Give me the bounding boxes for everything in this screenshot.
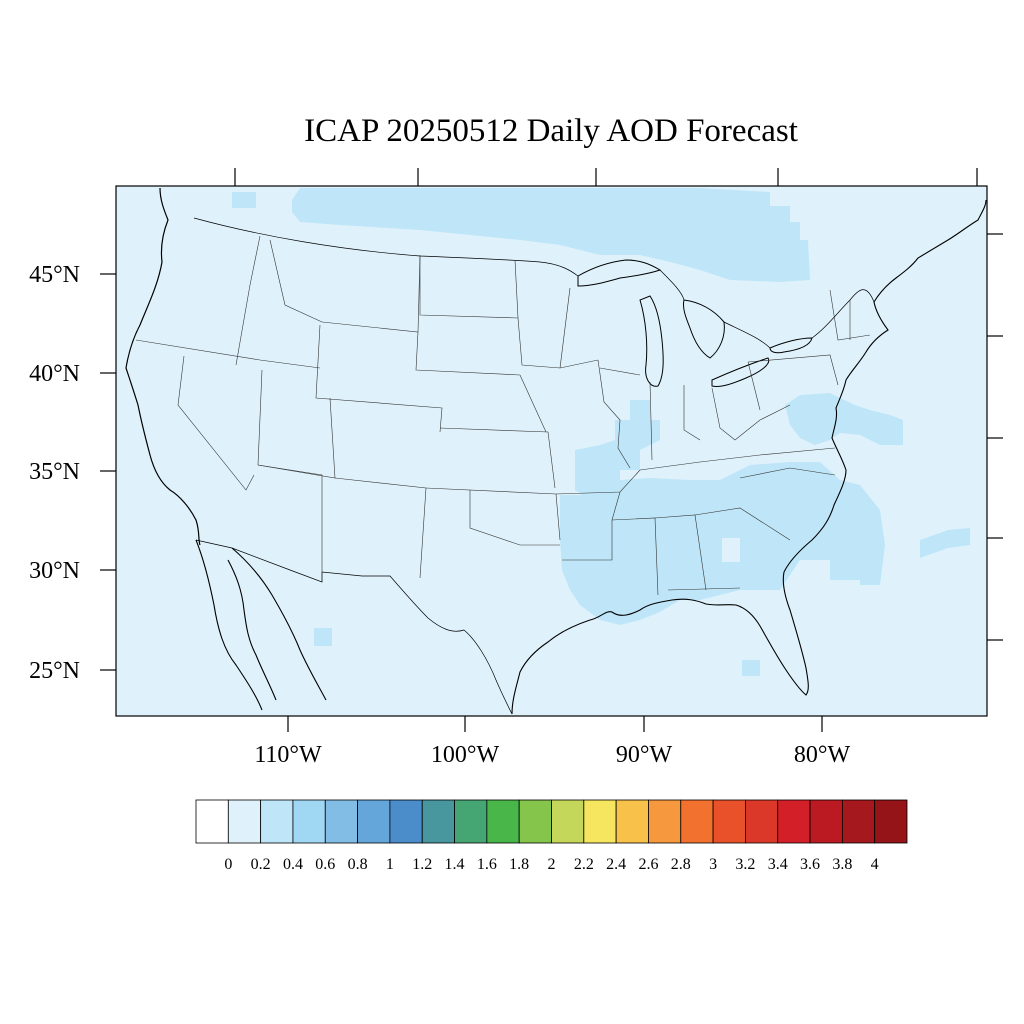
- colorbar-swatch: [260, 799, 294, 844]
- lon-label-110w: 110°W: [254, 742, 322, 768]
- colorbar-tick-label: 0: [224, 856, 232, 873]
- lat-labels: 45°N 40°N 35°N 30°N 25°N: [29, 262, 80, 684]
- colorbar-tick-label: 1.6: [477, 856, 497, 873]
- gulf-coastline: [511, 571, 809, 715]
- mexico-west-coastline: [231, 547, 327, 701]
- colorbar-tick-label: 2.4: [606, 856, 626, 873]
- colorbar-tick-label: 1.4: [445, 856, 465, 873]
- canada-border: [193, 217, 875, 349]
- aod-region-rocky-mtn-patch: [232, 192, 256, 208]
- colorbar-swatch: [454, 799, 488, 844]
- colorbar-swatch: [615, 799, 649, 844]
- map-panel: 45°N 40°N 35°N 30°N 25°N 110°W 100°W 90°…: [29, 168, 1003, 768]
- colorbar-tick-label: 4: [871, 856, 879, 873]
- colorbar-swatch: [195, 799, 229, 844]
- colorbar-tick-label: 3: [709, 856, 717, 873]
- colorbar-swatch: [227, 799, 262, 844]
- baja-coastline: [195, 539, 277, 711]
- pacific-coastline: [125, 187, 201, 546]
- aod-region-mississippi-valley-plume: [575, 400, 660, 500]
- aod-region-cuba-patch: [742, 660, 760, 676]
- colorbar-swatch: [680, 799, 714, 844]
- colorbar-tick-label: 0.2: [251, 856, 271, 873]
- colorbar-tick-label: 3.4: [768, 856, 788, 873]
- colorbar-tick-label: 0.6: [315, 856, 335, 873]
- colorbar-labels: 0 0.2 0.4 0.6 0.8 1 1.2 1.4 1.6 1.8 2 2.2 2.4 2.6 2.8 3…: [224, 856, 878, 873]
- colorbar-swatch: [357, 799, 391, 844]
- aod-region-canada-plume: [292, 188, 810, 282]
- lon-label-90w: 90°W: [616, 742, 673, 768]
- map-background: [116, 186, 987, 716]
- colorbar-tick-label: 1.2: [412, 856, 432, 873]
- colorbar-swatch: [389, 799, 423, 844]
- colorbar-tick-label: 3.8: [832, 856, 852, 873]
- colorbar-swatch: [648, 799, 682, 844]
- colorbar-tick-label: 2.2: [574, 856, 594, 873]
- lat-label-30: 30°N: [29, 558, 80, 584]
- aod-region-mexico-patch: [314, 628, 332, 646]
- colorbar-tick-label: 1: [386, 856, 394, 873]
- boundaries: [125, 187, 987, 715]
- colorbar: 0 0.2 0.4 0.6 0.8 1 1.2 1.4 1.6 1.8 2 2.2 2.4 2.6 2.8 3…: [195, 799, 908, 873]
- lon-label-100w: 100°W: [431, 742, 500, 768]
- colorbar-swatch: [874, 799, 908, 844]
- colorbar-tick-label: 3.6: [800, 856, 820, 873]
- atlantic-coastline: [783, 199, 987, 573]
- lon-labels: 110°W 100°W 90°W 80°W: [254, 742, 850, 768]
- colorbar-swatch: [583, 799, 617, 844]
- colorbar-swatch: [809, 799, 843, 844]
- colorbar-tick-label: 2.8: [671, 856, 691, 873]
- colorbar-swatch: [292, 799, 326, 844]
- colorbar-swatch: [745, 799, 779, 844]
- lat-label-45: 45°N: [29, 262, 80, 288]
- lake-huron: [683, 299, 725, 359]
- colorbar-tick-label: 0.4: [283, 856, 303, 873]
- map-title: ICAP 20250512 Daily AOD Forecast: [304, 113, 798, 149]
- axis-ticks: [100, 168, 1003, 732]
- aod-regions: [232, 188, 970, 676]
- colorbar-swatch: [712, 799, 746, 844]
- colorbar-swatch: [777, 799, 811, 844]
- colorbar-swatch: [421, 799, 455, 844]
- map-frame: [115, 185, 988, 717]
- lat-label-35: 35°N: [29, 459, 80, 485]
- colorbar-swatch: [841, 799, 876, 844]
- colorbar-swatch: [486, 799, 520, 844]
- colorbar-swatch: [551, 799, 585, 844]
- colorbar-tick-label: 1.8: [509, 856, 529, 873]
- colorbar-swatch: [324, 799, 358, 844]
- aod-region-mid-atlantic-plume: [785, 393, 903, 445]
- state-borders: [135, 235, 871, 596]
- lon-label-80w: 80°W: [794, 742, 851, 768]
- colorbar-tick-label: 0.8: [348, 856, 368, 873]
- colorbar-boxes: [195, 799, 908, 844]
- mexico-border: [195, 539, 513, 715]
- colorbar-tick-label: 3.2: [735, 856, 755, 873]
- lake-erie: [711, 357, 770, 387]
- lake-ontario: [769, 337, 813, 354]
- lake-michigan: [639, 295, 664, 387]
- colorbar-tick-label: 2: [548, 856, 556, 873]
- colorbar-swatch: [518, 799, 552, 844]
- aod-region-atlantic-offshore-plume: [920, 528, 970, 558]
- lake-superior: [577, 259, 662, 287]
- aod-region-arkansas-gap: [722, 538, 740, 562]
- colorbar-tick-label: 2.6: [638, 856, 658, 873]
- lat-label-40: 40°N: [29, 361, 80, 387]
- lat-label-25: 25°N: [29, 658, 80, 684]
